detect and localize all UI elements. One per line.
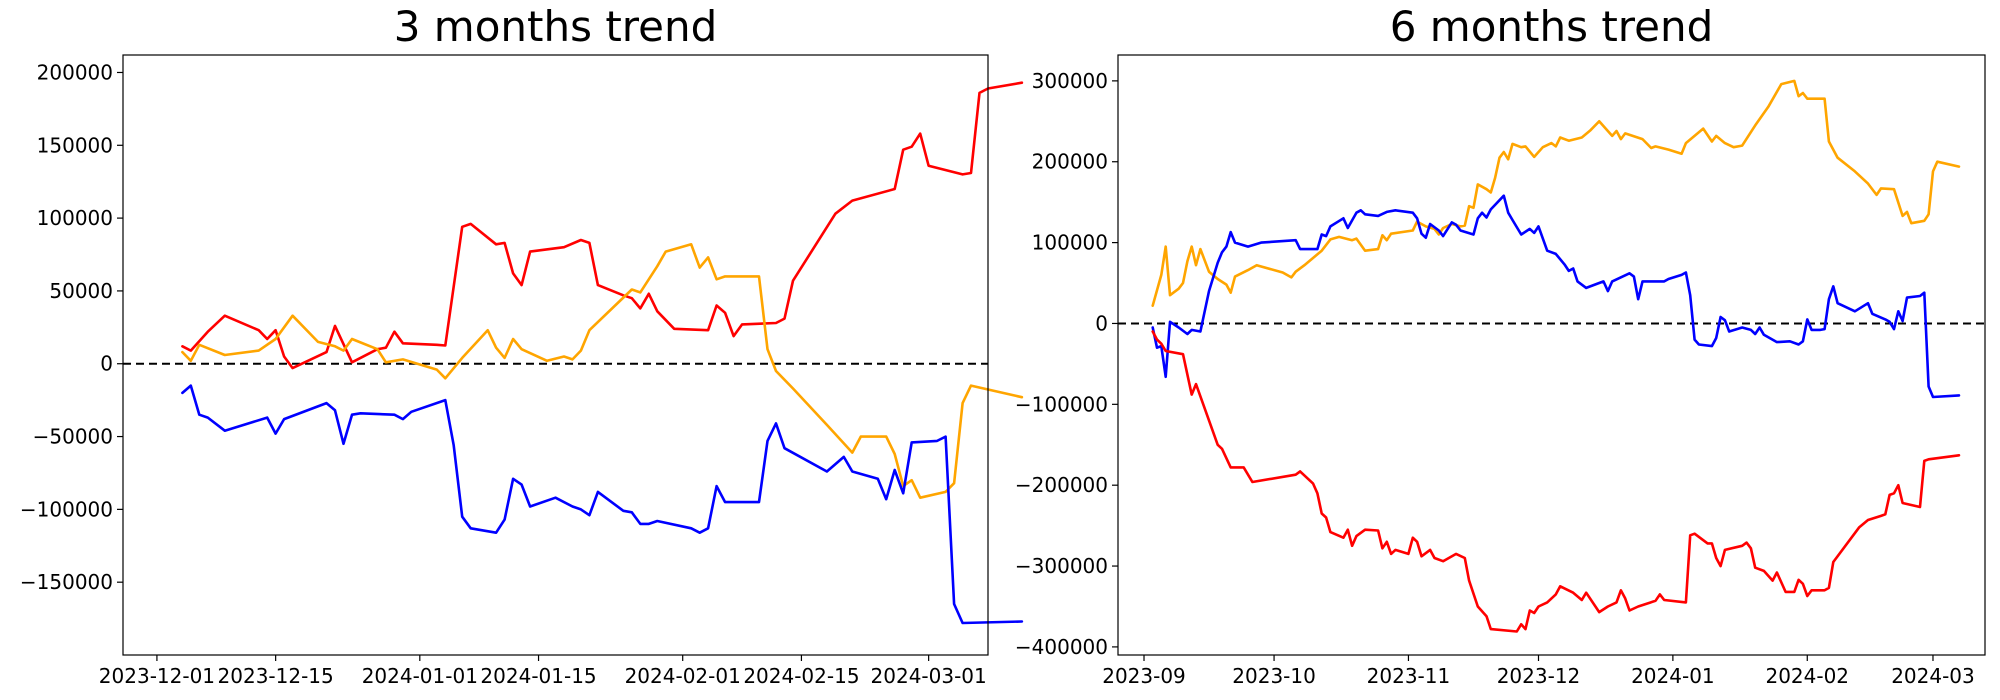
x-tick-label: 2024-03 [1891,664,1975,688]
y-tick-label: 0 [100,352,113,376]
y-tick-label: −400000 [1015,635,1108,659]
chart-title: 6 months trend [1390,2,1714,51]
axes-frame [1117,54,1986,656]
y-tick-label: −50000 [33,425,113,449]
x-tick-label: 2024-01-01 [362,664,478,688]
y-tick-label: 150000 [37,133,113,157]
y-tick-label: 0 [1095,311,1108,335]
series-line-0 [1151,79,1961,307]
series-line-2 [1151,330,1961,633]
chart-6-months: 6 months trend −400000 −300000 −200000 −1000… [1015,2,1986,688]
x-tick-label: 2023-12-15 [218,664,334,688]
chart-3-months: 3 months trend −150000 −100000 −50000 0 50000… [20,2,1024,688]
y-tick-label: −200000 [1015,473,1108,497]
y-tick-label: 100000 [37,206,113,230]
series-line-1 [1151,194,1961,399]
x-tick-label: 2024-02 [1765,664,1849,688]
y-tick-label: 100000 [1032,231,1108,255]
x-tick-label: 2023-10 [1232,664,1316,688]
x-tick-label: 2024-01 [1631,664,1715,688]
y-tick-label: 300000 [1032,69,1108,93]
series-line-2 [181,384,1024,625]
x-tick-label: 2023-11 [1367,664,1451,688]
y-tick-label: −100000 [20,497,113,521]
series-line-0 [181,81,1024,370]
x-tick-label: 2023-12-01 [99,664,215,688]
x-tick-label: 2024-01-15 [480,664,596,688]
x-tick-label: 2024-02-01 [625,664,741,688]
chart-title: 3 months trend [394,2,718,51]
y-tick-label: −150000 [20,570,113,594]
y-tick-label: −100000 [1015,392,1108,416]
x-tick-label: 2024-03-01 [871,664,987,688]
x-tick-label: 2024-02-15 [743,664,859,688]
axes-frame [122,54,989,656]
y-tick-label: 200000 [37,60,113,84]
y-tick-label: 200000 [1032,150,1108,174]
x-tick-label: 2023-12 [1497,664,1581,688]
x-tick-label: 2023-09 [1102,664,1186,688]
y-tick-label: 50000 [49,279,113,303]
y-tick-label: −300000 [1015,554,1108,578]
series-line-1 [181,243,1024,499]
